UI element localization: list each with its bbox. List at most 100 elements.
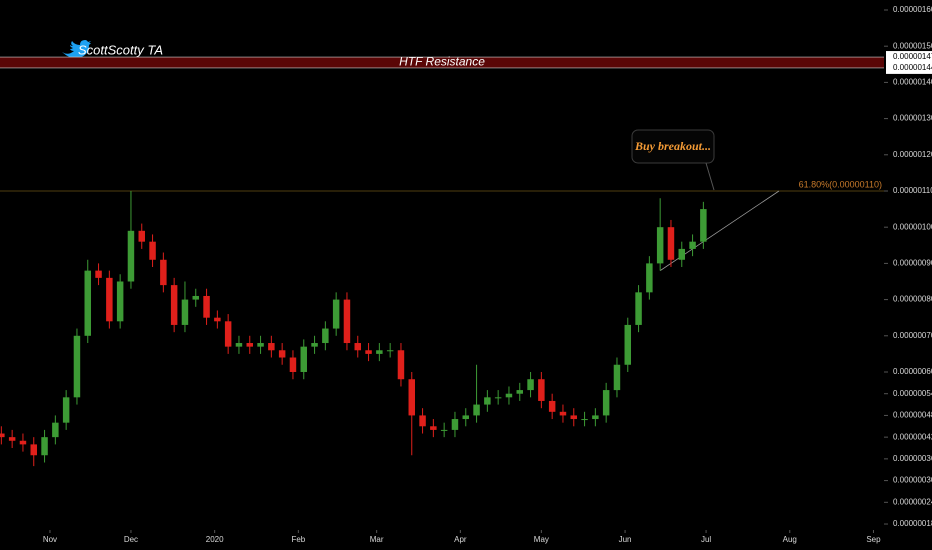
- price-label: 0.00000144: [893, 63, 932, 72]
- candle-body: [667, 227, 675, 260]
- candle-body: [138, 230, 145, 242]
- x-tick-label: Jun: [619, 535, 632, 544]
- candle-body: [527, 379, 534, 391]
- candle-body: [203, 295, 210, 318]
- callout-pointer: [705, 162, 715, 191]
- candle-body: [160, 259, 167, 286]
- candle-body: [678, 248, 686, 260]
- candle-body: [84, 270, 91, 336]
- candle-body: [689, 241, 696, 249]
- candle-body: [397, 350, 405, 380]
- y-tick-label: 0.00000054: [893, 389, 932, 398]
- y-tick-label: 0.00000130: [893, 114, 932, 123]
- candle-body: [73, 335, 81, 398]
- x-tick-label: Apr: [454, 535, 467, 544]
- y-tick-label: 0.00000042: [893, 432, 932, 441]
- watermark: ScottScotty TA: [78, 42, 163, 57]
- candle-body: [214, 317, 221, 322]
- y-tick-label: 0.00000030: [893, 476, 932, 485]
- candle-body: [246, 343, 253, 347]
- candle-body: [224, 321, 232, 347]
- price-label: 0.00000147: [893, 52, 932, 61]
- candle-body: [419, 415, 426, 427]
- candle-body: [0, 433, 5, 438]
- candle-body: [8, 437, 16, 441]
- y-tick-label: 0.00000018: [893, 519, 932, 528]
- candle-body: [656, 227, 664, 264]
- y-tick-label: 0.00000160: [893, 5, 932, 14]
- candle-body: [484, 397, 491, 405]
- candle-body: [116, 281, 124, 322]
- candle-body: [376, 350, 383, 354]
- x-tick-label: Jul: [701, 535, 711, 544]
- candle-body: [170, 285, 178, 325]
- y-tick-label: 0.00000140: [893, 77, 932, 86]
- candle-body: [700, 209, 707, 242]
- candle-body: [592, 415, 599, 420]
- price-label-box: [886, 51, 932, 64]
- y-tick-label: 0.00000090: [893, 258, 932, 267]
- candle-body: [430, 426, 437, 430]
- candle-body: [494, 397, 502, 399]
- price-label-box: [886, 61, 932, 74]
- y-tick-label: 0.00000048: [893, 411, 932, 420]
- y-tick-label: 0.00000150: [893, 41, 932, 50]
- candle-body: [505, 393, 513, 398]
- candle-body: [548, 400, 556, 412]
- candle-body: [106, 277, 113, 322]
- candle-body: [559, 411, 567, 416]
- annotation-text: Buy breakout...: [634, 139, 711, 153]
- candle-body: [149, 241, 156, 260]
- x-tick-label: Dec: [124, 535, 138, 544]
- candle-body: [332, 299, 340, 329]
- candle-body: [322, 328, 329, 344]
- candle-body: [516, 390, 524, 394]
- candle-body: [257, 343, 264, 347]
- candle-body: [192, 295, 199, 300]
- candle-body: [52, 422, 59, 438]
- candle-body: [289, 357, 297, 372]
- y-tick-label: 0.00000120: [893, 150, 932, 159]
- y-tick-label: 0.00000100: [893, 222, 932, 231]
- y-tick-label: 0.00000070: [893, 331, 932, 340]
- y-tick-label: 0.00000060: [893, 367, 932, 376]
- candle-body: [538, 379, 545, 401]
- candle-body: [581, 419, 588, 421]
- y-tick-label: 0.00000080: [893, 295, 932, 304]
- x-tick-label: Mar: [370, 535, 384, 544]
- candle-body: [462, 415, 470, 420]
- x-tick-label: Feb: [291, 535, 305, 544]
- candle-body: [41, 437, 48, 456]
- candle-body: [343, 299, 351, 344]
- y-tick-label: 0.00000036: [893, 454, 932, 463]
- candle-body: [62, 397, 70, 423]
- callout-box: [631, 129, 715, 164]
- candle-body: [613, 364, 621, 391]
- candle-body: [235, 343, 243, 347]
- candle-body: [473, 404, 480, 416]
- candle-body: [300, 346, 307, 372]
- candle-body: [30, 444, 37, 456]
- candle-body: [408, 379, 415, 416]
- candle-body: [278, 350, 286, 358]
- candle-body: [646, 263, 653, 293]
- candle-body: [268, 343, 275, 351]
- resistance-label: HTF Resistance: [399, 55, 485, 69]
- x-tick-label: Nov: [43, 535, 57, 544]
- candle-body: [440, 429, 448, 431]
- candle-body: [19, 440, 27, 445]
- candle-body: [365, 350, 372, 354]
- candle-body: [181, 299, 189, 325]
- x-tick-label: Aug: [783, 535, 797, 544]
- twitter-icon: [62, 40, 91, 59]
- resistance-band: [0, 57, 884, 68]
- candle-body: [311, 343, 318, 347]
- x-tick-label: 2020: [206, 535, 224, 544]
- candle-body: [354, 343, 361, 351]
- annotation-box: Buy breakout...: [631, 129, 715, 191]
- candle-body: [570, 415, 578, 420]
- candle-body: [386, 350, 394, 352]
- candle-body: [451, 419, 459, 430]
